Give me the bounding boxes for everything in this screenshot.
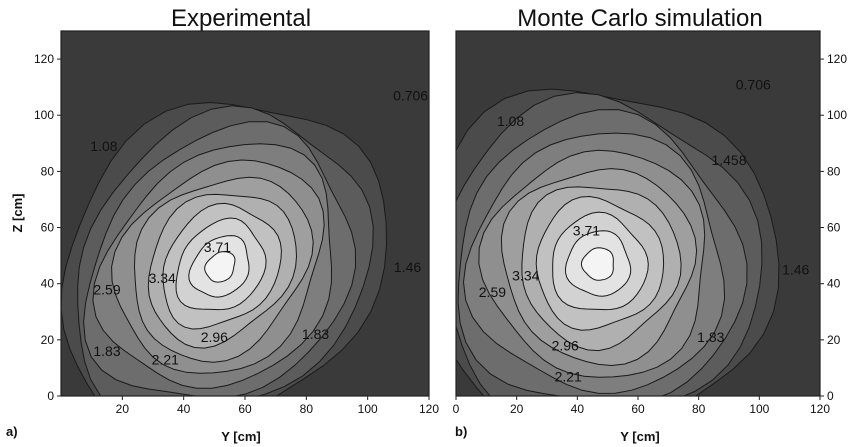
contour-value-label: 1.83 (697, 329, 724, 345)
contour-value-label: 2.59 (479, 284, 506, 300)
x-tick-label: 120 (419, 402, 439, 416)
y-tick-label: 120 (34, 52, 54, 66)
contour-value-label: 2.21 (152, 352, 179, 368)
contour-level-11 (204, 251, 236, 283)
y-tick-label: 0 (47, 389, 54, 403)
x-tick-label: 100 (358, 402, 378, 416)
contour-value-label: 1.83 (93, 343, 120, 359)
x-tick-label: 40 (571, 402, 585, 416)
contour-labels-experimental: 0.706 1.08 3.71 3.34 2.59 1.46 2.96 1.83 1.83 2.2… (90, 88, 428, 368)
x-axis-label-a: Y [cm] (221, 429, 261, 444)
x-tick-label: 20 (116, 402, 130, 416)
contour-value-label: 1.08 (90, 138, 117, 154)
y-tick-label: 40 (827, 277, 841, 291)
x-tick-label: 80 (692, 402, 706, 416)
y-tick-label: 60 (827, 221, 841, 235)
contour-value-label: 1.458 (711, 152, 746, 168)
panel-experimental: Experimental 20 40 60 80 100 120 0 20 40 60 80 100 1… (6, 5, 439, 444)
panel-label-a: a) (6, 424, 18, 439)
y-tick-label: 60 (41, 221, 55, 235)
contour-value-label: 3.71 (204, 239, 231, 255)
x-tick-label: 60 (631, 402, 645, 416)
x-tick-label: 20 (510, 402, 524, 416)
contour-value-label: 1.83 (302, 326, 329, 342)
contour-value-label: 1.08 (497, 113, 524, 129)
panel-monte-carlo: Monte Carlo simulation 0 20 40 60 80 100 12002… (453, 5, 848, 444)
y-tick-label: 100 (34, 108, 54, 122)
y-tick-label: 120 (827, 52, 847, 66)
contour-value-label: 2.96 (552, 337, 579, 353)
contour-labels-monte-carlo: 0.706 1.08 1.458 3.71 3.34 2.59 1.46 2.96 1.83 2.… (479, 76, 810, 384)
x-tick-label: 80 (300, 402, 314, 416)
y-tick-label: 0 (827, 389, 834, 403)
contour-value-label: 2.21 (555, 368, 582, 384)
y-tick-label: 20 (827, 333, 841, 347)
x-tick-label: 100 (749, 402, 769, 416)
y-tick-label: 80 (41, 164, 55, 178)
contour-value-label: 0.706 (393, 88, 428, 104)
panel-b-title: Monte Carlo simulation (517, 5, 762, 32)
contour-value-label: 3.34 (512, 267, 539, 283)
contour-value-label: 2.96 (201, 329, 228, 345)
contour-value-label: 2.59 (93, 281, 120, 297)
contour-plot-experimental (60, 30, 430, 397)
x-tick-label: 0 (453, 402, 460, 416)
contour-value-label: 1.46 (782, 262, 809, 278)
x-tick-label: 120 (810, 402, 830, 416)
x-tick-label: 40 (177, 402, 191, 416)
y-tick-label: 40 (41, 277, 55, 291)
ticks-experimental: 20 40 60 80 100 120 0 20 40 60 80 100 120 (34, 52, 439, 416)
contour-value-label: 1.46 (394, 259, 421, 275)
y-tick-label: 80 (827, 164, 841, 178)
contour-value-label: 3.71 (573, 222, 600, 238)
panel-a-title: Experimental (171, 5, 311, 32)
y-tick-label: 20 (41, 333, 55, 347)
contour-value-label: 0.706 (736, 76, 771, 92)
contour-value-label: 3.34 (149, 270, 176, 286)
contour-plot-monte-carlo (455, 30, 821, 397)
x-axis-label-b: Y [cm] (620, 429, 660, 444)
contour-level-11 (580, 247, 614, 281)
y-axis-label-a: Z [cm] (10, 194, 25, 233)
y-tick-label: 100 (827, 108, 847, 122)
panel-label-b: b) (455, 424, 467, 439)
x-tick-label: 60 (238, 402, 252, 416)
